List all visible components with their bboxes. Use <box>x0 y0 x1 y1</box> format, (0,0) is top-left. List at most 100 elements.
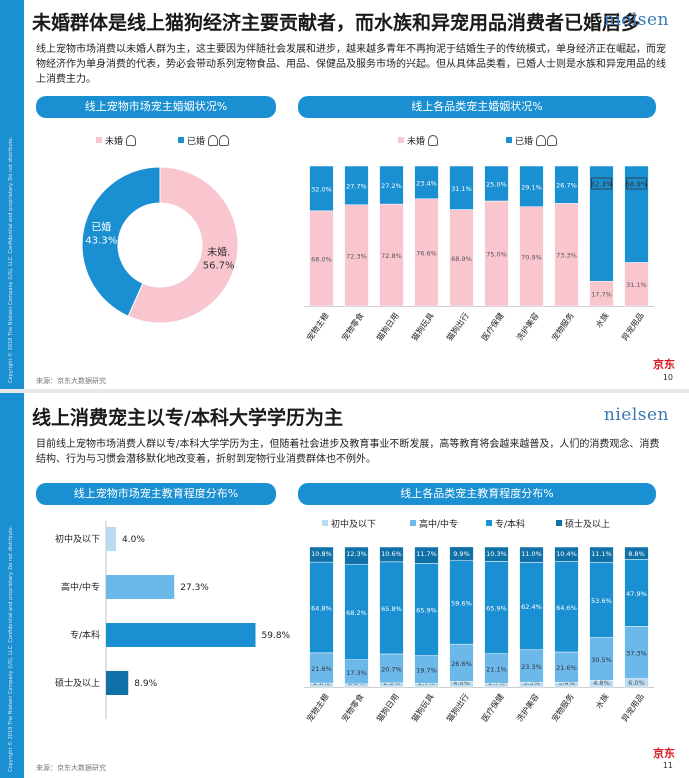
data-label: 65.9% <box>416 607 437 615</box>
data-label: 64.6% <box>556 604 577 612</box>
hbar <box>106 671 129 695</box>
x-tick-label: 水族 <box>593 692 610 711</box>
x-tick-label: 医疗保健 <box>479 311 506 343</box>
data-label: 76.6% <box>416 249 437 257</box>
bar-segment <box>484 546 509 562</box>
bar-segment <box>589 165 614 282</box>
x-tick-label: 猫狗日用 <box>374 311 401 343</box>
page-number: 11 <box>662 761 673 770</box>
legend-label: 已婚 <box>187 137 206 147</box>
data-label: 65.8% <box>381 605 402 613</box>
bar-segment <box>624 165 649 263</box>
data-label: 68.9% <box>625 181 648 189</box>
page-number: 10 <box>662 373 673 382</box>
data-label: 4.0% <box>453 679 470 687</box>
data-label: 72.3% <box>346 252 367 260</box>
data-label: 65.9% <box>486 605 507 613</box>
education-bar-chart: 初中及以下 4.0% 高中/中专 27.3% 专/本科 59.8% 硕士及以上 8.9% <box>55 521 291 719</box>
chart-banner-right: 线上各品类宠主婚姻状况% <box>298 96 656 118</box>
data-label: 20.7% <box>381 665 402 673</box>
bar-segment <box>484 165 509 202</box>
x-tick-label: 宠物主粮 <box>304 311 331 343</box>
data-label: 8.8% <box>628 550 645 558</box>
data-label: 72.8% <box>381 252 402 260</box>
x-tick-label: 宠物服务 <box>549 311 576 343</box>
data-label: 3.4% <box>558 679 575 687</box>
legend-swatch <box>506 137 512 143</box>
bar-segment <box>554 165 579 204</box>
bar-segment <box>309 546 334 563</box>
bar-segment <box>554 546 579 562</box>
data-label: 17.7% <box>591 291 612 299</box>
data-label: 4.0% <box>122 535 145 545</box>
data-label: 26.6% <box>451 660 472 668</box>
legend-item: 高中/中专 <box>410 517 458 530</box>
bar-segment <box>449 165 474 210</box>
hbar <box>106 575 175 599</box>
legend-swatch <box>486 520 492 526</box>
highlight-box <box>591 177 612 190</box>
bar-segment <box>344 165 369 206</box>
data-label: 70.9% <box>521 253 542 261</box>
sidebar: Copyright © 2018 The Nielsen Company (US… <box>0 393 24 778</box>
legend-swatch <box>398 137 404 143</box>
bar-segment <box>414 165 439 200</box>
data-label: 30.5% <box>591 656 612 664</box>
data-label: 68.2% <box>346 609 367 617</box>
data-label: 6.0% <box>628 679 645 687</box>
legend-label: 高中/中专 <box>419 520 459 530</box>
data-label: 73.3% <box>556 252 577 260</box>
data-label: 21.6% <box>311 665 332 673</box>
data-label: 11.0% <box>521 550 542 558</box>
y-tick-label: 硕士及以上 <box>55 677 100 689</box>
slice-category-label: 已婚 <box>91 220 111 233</box>
slice-value-label: 56.7% <box>203 261 235 272</box>
legend-label: 未婚 <box>105 137 124 147</box>
legend-label: 专/本科 <box>495 520 526 530</box>
data-label: 31.1% <box>626 281 647 289</box>
legend-swatch <box>322 520 328 526</box>
data-label: 10.4% <box>556 550 577 558</box>
data-label: 11.1% <box>591 550 612 558</box>
data-label: 27.3% <box>180 583 209 593</box>
person-icon <box>428 135 439 146</box>
x-tick-label: 水族 <box>593 311 610 330</box>
jd-logo: 京东 <box>653 358 675 371</box>
intro-paragraph: 目前线上宠物市场消费人群以专/本科大学学历为主，但随着社会进步及教育事业不断发展… <box>36 439 660 465</box>
legend-item: 初中及以下 <box>322 517 376 530</box>
bar-segment <box>519 546 544 563</box>
chart-banner-left: 线上宠物市场宠主教育程度分布% <box>36 483 276 505</box>
legend-label: 硕士及以上 <box>565 520 611 530</box>
highlight-box <box>626 177 647 190</box>
person-icon <box>126 135 137 146</box>
donut-slice-1 <box>81 166 161 317</box>
bar-segment <box>449 546 474 561</box>
legend-item-married-2: 已婚 <box>506 134 558 147</box>
data-label: 9.9% <box>453 550 470 558</box>
x-tick-label: 猫狗出行 <box>444 692 471 724</box>
x-tick-label: 异宠用品 <box>619 692 646 724</box>
data-label: 11.7% <box>416 550 437 558</box>
x-tick-label: 洗护美容 <box>514 692 541 724</box>
data-label: 8.9% <box>134 679 157 689</box>
bar-segment <box>414 546 439 564</box>
data-label: 19.7% <box>416 666 437 674</box>
x-tick-label: 医疗保健 <box>479 692 506 724</box>
nielsen-logo: nielsen <box>603 405 669 425</box>
data-label: 59.6% <box>451 599 472 607</box>
data-label: 27.2% <box>381 182 402 190</box>
legend-label: 未婚 <box>407 137 426 147</box>
data-label: 27.7% <box>346 182 367 190</box>
y-tick-label: 初中及以下 <box>55 533 100 545</box>
data-label: 29.1% <box>521 183 542 191</box>
bar-segment <box>624 546 649 560</box>
data-label: 59.8% <box>262 631 291 641</box>
data-label: 21.1% <box>486 665 507 673</box>
data-label: 32.0% <box>311 185 332 193</box>
x-tick-label: 猫狗玩具 <box>409 692 436 724</box>
data-label: 17.3% <box>346 669 367 677</box>
legend-swatch <box>96 137 102 143</box>
legend-item-unmarried-2: 未婚 <box>398 134 439 147</box>
donut-slice-0 <box>127 166 239 324</box>
x-tick-label: 宠物零食 <box>339 692 366 724</box>
